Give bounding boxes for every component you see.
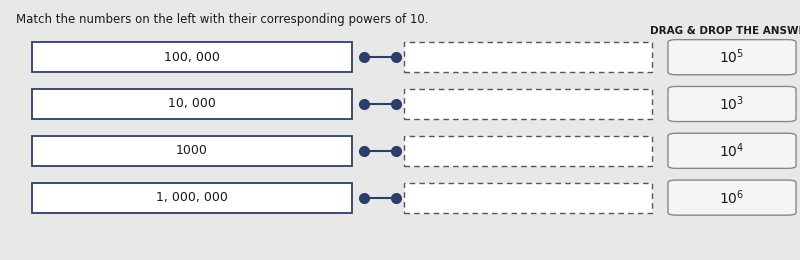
FancyBboxPatch shape [32,89,352,119]
Text: $10^{4}$: $10^{4}$ [719,141,745,160]
Text: 1, 000, 000: 1, 000, 000 [156,191,228,204]
FancyBboxPatch shape [404,89,652,119]
Text: DRAG & DROP THE ANSWER: DRAG & DROP THE ANSWER [650,26,800,36]
FancyBboxPatch shape [404,183,652,213]
FancyBboxPatch shape [404,42,652,72]
Text: $10^{6}$: $10^{6}$ [719,188,745,207]
FancyBboxPatch shape [668,86,796,122]
FancyBboxPatch shape [32,183,352,213]
FancyBboxPatch shape [668,133,796,168]
FancyBboxPatch shape [668,180,796,215]
FancyBboxPatch shape [668,40,796,75]
FancyBboxPatch shape [32,42,352,72]
Text: $10^{5}$: $10^{5}$ [719,48,745,67]
Text: $10^{3}$: $10^{3}$ [719,95,745,113]
Text: Match the numbers on the left with their corresponding powers of 10.: Match the numbers on the left with their… [16,13,429,26]
Text: 10, 000: 10, 000 [168,98,216,110]
Text: 100, 000: 100, 000 [164,51,220,64]
Text: 1000: 1000 [176,144,208,157]
FancyBboxPatch shape [404,136,652,166]
FancyBboxPatch shape [32,136,352,166]
